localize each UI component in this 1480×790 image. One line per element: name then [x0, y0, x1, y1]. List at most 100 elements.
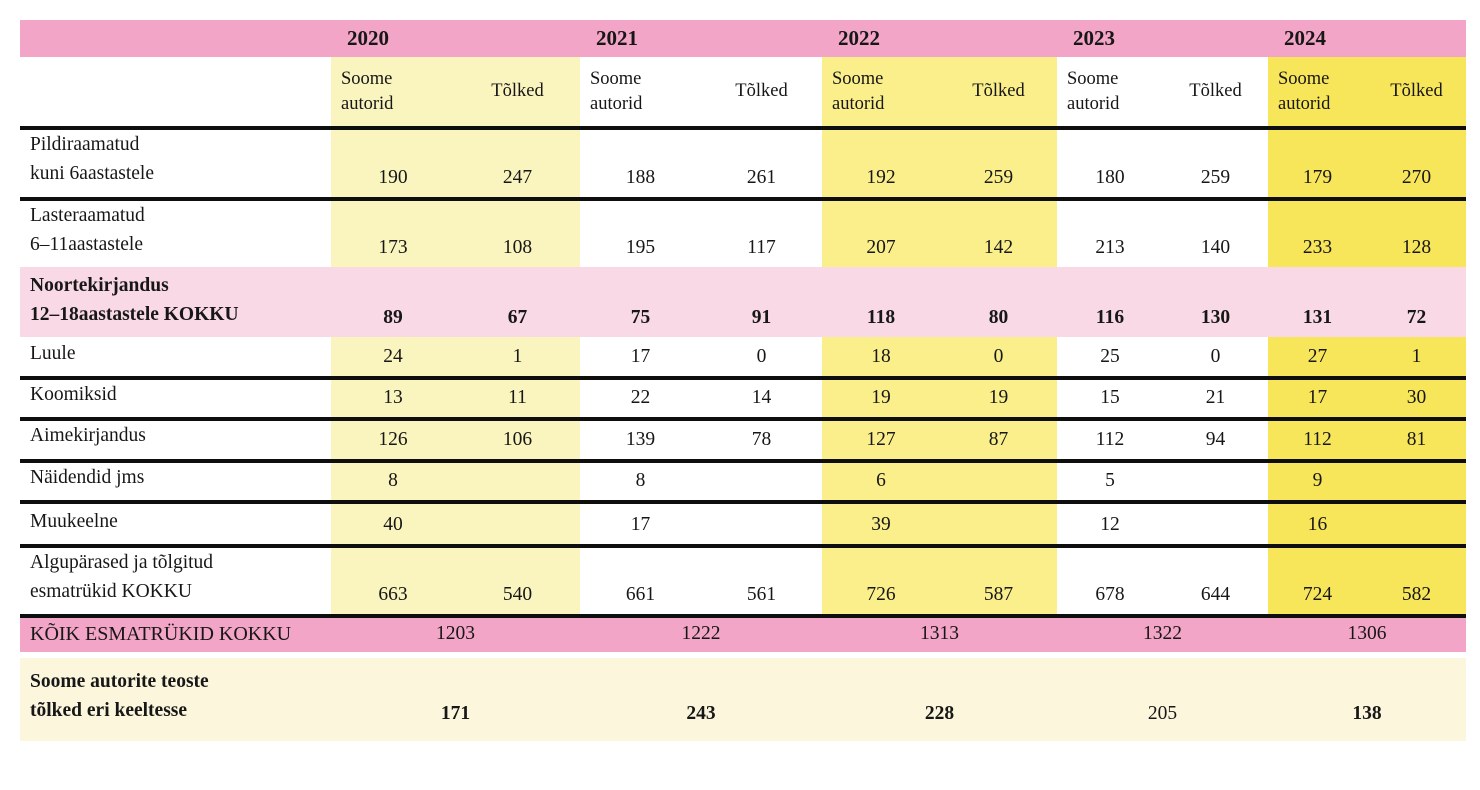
value-cell: 644 — [1163, 545, 1268, 619]
value-cell: 1 — [1367, 337, 1466, 380]
value-cell: 112 — [1268, 419, 1367, 463]
value-cell: 247 — [455, 128, 580, 201]
column-header-soome-autorid: Soome autorid — [580, 57, 701, 130]
value-cell: 30 — [1367, 378, 1466, 422]
value-cell: 18 — [822, 337, 940, 380]
value-cell: 213 — [1095, 237, 1125, 258]
value-cell: 78 — [701, 419, 822, 463]
value-cell: 8 — [331, 460, 455, 504]
value-cell: 80 — [940, 267, 1057, 337]
value-cell — [1367, 501, 1466, 548]
row-label: Soome autorite teoste tõlked eri keeltess… — [20, 652, 331, 742]
value-cell: 131 — [1268, 267, 1367, 337]
table-row: Koomiksid 13 11 22 14 19 19 15 21 17 30 — [20, 378, 1466, 422]
value-cell: 1 — [455, 337, 580, 380]
value-cell: 180 — [1057, 128, 1163, 201]
value-cell: 22 — [580, 378, 701, 422]
value-cell: 587 — [940, 545, 1057, 619]
value-cell: 16 — [1268, 501, 1367, 548]
value-cell: 0 — [701, 337, 822, 380]
value-cell: 192 — [822, 128, 940, 201]
column-header-soome-autorid: Soome autorid — [331, 57, 455, 130]
row-label: Algupärased ja tõlgitud esmatrükid KOKKU — [20, 545, 331, 619]
column-header-soome-autorid: Soome autorid — [1057, 57, 1163, 130]
value-cell: 8 — [580, 460, 701, 504]
value-cell: 259 — [1163, 128, 1268, 201]
total-value-cell: 1222 — [580, 616, 822, 656]
value-cell: 195 — [625, 237, 656, 258]
row-label: Luule — [20, 337, 331, 380]
totals-row: KÕIK ESMATRÜKID KOKKU 1203 1222 1313 1322 130… — [20, 616, 1466, 656]
row-label: Aimekirjandus — [20, 419, 331, 463]
value-cell — [940, 460, 1057, 504]
column-header-tolked: Tõlked — [1367, 57, 1466, 130]
value-cell: 14 — [701, 378, 822, 422]
value-cell: 173 — [331, 198, 455, 267]
table-row: Muukeelne 40 17 39 12 16 — [20, 501, 1466, 548]
column-header-tolked: Tõlked — [701, 57, 822, 130]
value-cell — [940, 501, 1057, 548]
value-cell: 94 — [1163, 419, 1268, 463]
value-cell: 128 — [1367, 198, 1466, 267]
value-cell: 17 — [1268, 378, 1367, 422]
value-cell: 561 — [701, 545, 822, 619]
value-cell: 72 — [1367, 267, 1466, 337]
value-cell: 127 — [822, 419, 940, 463]
translations-row: Soome autorite teoste tõlked eri keeltess… — [20, 652, 1466, 742]
value-cell: 112 — [1057, 419, 1163, 463]
value-cell: 81 — [1367, 419, 1466, 463]
translation-value-cell: 228 — [822, 652, 1057, 742]
value-cell: 106 — [455, 419, 580, 463]
value-cell: 139 — [580, 419, 701, 463]
value-cell: 25 — [1057, 337, 1163, 380]
table-row: Pildiraamatud kuni 6aastastele 190 247 188 26… — [20, 128, 1466, 201]
year-band-corner — [20, 20, 331, 57]
value-cell: 142 — [940, 198, 1057, 267]
value-cell: 12 — [1057, 501, 1163, 548]
table-body: Pildiraamatud kuni 6aastastele 190 247 188 26… — [20, 128, 1466, 742]
value-cell: 39 — [822, 501, 940, 548]
total-value-cell: 1203 — [331, 616, 580, 656]
value-cell: 89 — [331, 267, 455, 337]
table-row: Noortekirjandus 12–18aastastele KOKKU 89 67… — [20, 267, 1466, 337]
row-label: Noortekirjandus 12–18aastastele KOKKU — [20, 267, 331, 337]
total-value-cell: 1306 — [1268, 616, 1466, 656]
value-cell: 661 — [580, 545, 701, 619]
value-cell: 126 — [331, 419, 455, 463]
value-cell: 117 — [747, 237, 776, 258]
value-cell: 261 — [701, 128, 822, 201]
value-cell: 259 — [940, 128, 1057, 201]
value-cell: 19 — [940, 378, 1057, 422]
value-cell: 17 — [580, 337, 701, 380]
row-label: KÕIK ESMATRÜKID KOKKU — [20, 616, 331, 656]
value-cell: 5 — [1057, 460, 1163, 504]
value-cell: 207 — [822, 198, 940, 267]
value-cell: 140 — [1200, 237, 1231, 258]
value-cell: 188 — [580, 128, 701, 201]
value-cell — [1163, 460, 1268, 504]
value-cell: 582 — [1367, 545, 1466, 619]
total-value-cell: 1322 — [1057, 616, 1268, 656]
value-cell: 9 — [1268, 460, 1367, 504]
year-header-2021: 2021 — [580, 20, 822, 57]
table-row: Luule 24 1 17 0 18 0 25 0 27 1 — [20, 337, 1466, 380]
value-cell: 15 — [1057, 378, 1163, 422]
value-cell: 663 — [331, 545, 455, 619]
row-label: Pildiraamatud kuni 6aastastele — [20, 128, 331, 201]
value-cell: 75 — [580, 267, 701, 337]
value-cell: 17 — [580, 501, 701, 548]
value-cell: 726 — [822, 545, 940, 619]
translation-value-cell: 171 — [331, 652, 580, 742]
value-cell: 270 — [1367, 128, 1466, 201]
year-header-2023: 2023 — [1057, 20, 1268, 57]
year-header-2024: 2024 — [1268, 20, 1466, 57]
value-cell: 233 — [1268, 198, 1367, 267]
value-cell: 91 — [701, 267, 822, 337]
value-cell: 540 — [455, 545, 580, 619]
value-cell — [1367, 460, 1466, 504]
value-cell: 87 — [940, 419, 1057, 463]
value-cell: 130 — [1163, 267, 1268, 337]
value-cell: 24 — [331, 337, 455, 380]
column-header-soome-autorid: Soome autorid — [1268, 57, 1367, 130]
row-label: Näidendid jms — [20, 460, 331, 504]
